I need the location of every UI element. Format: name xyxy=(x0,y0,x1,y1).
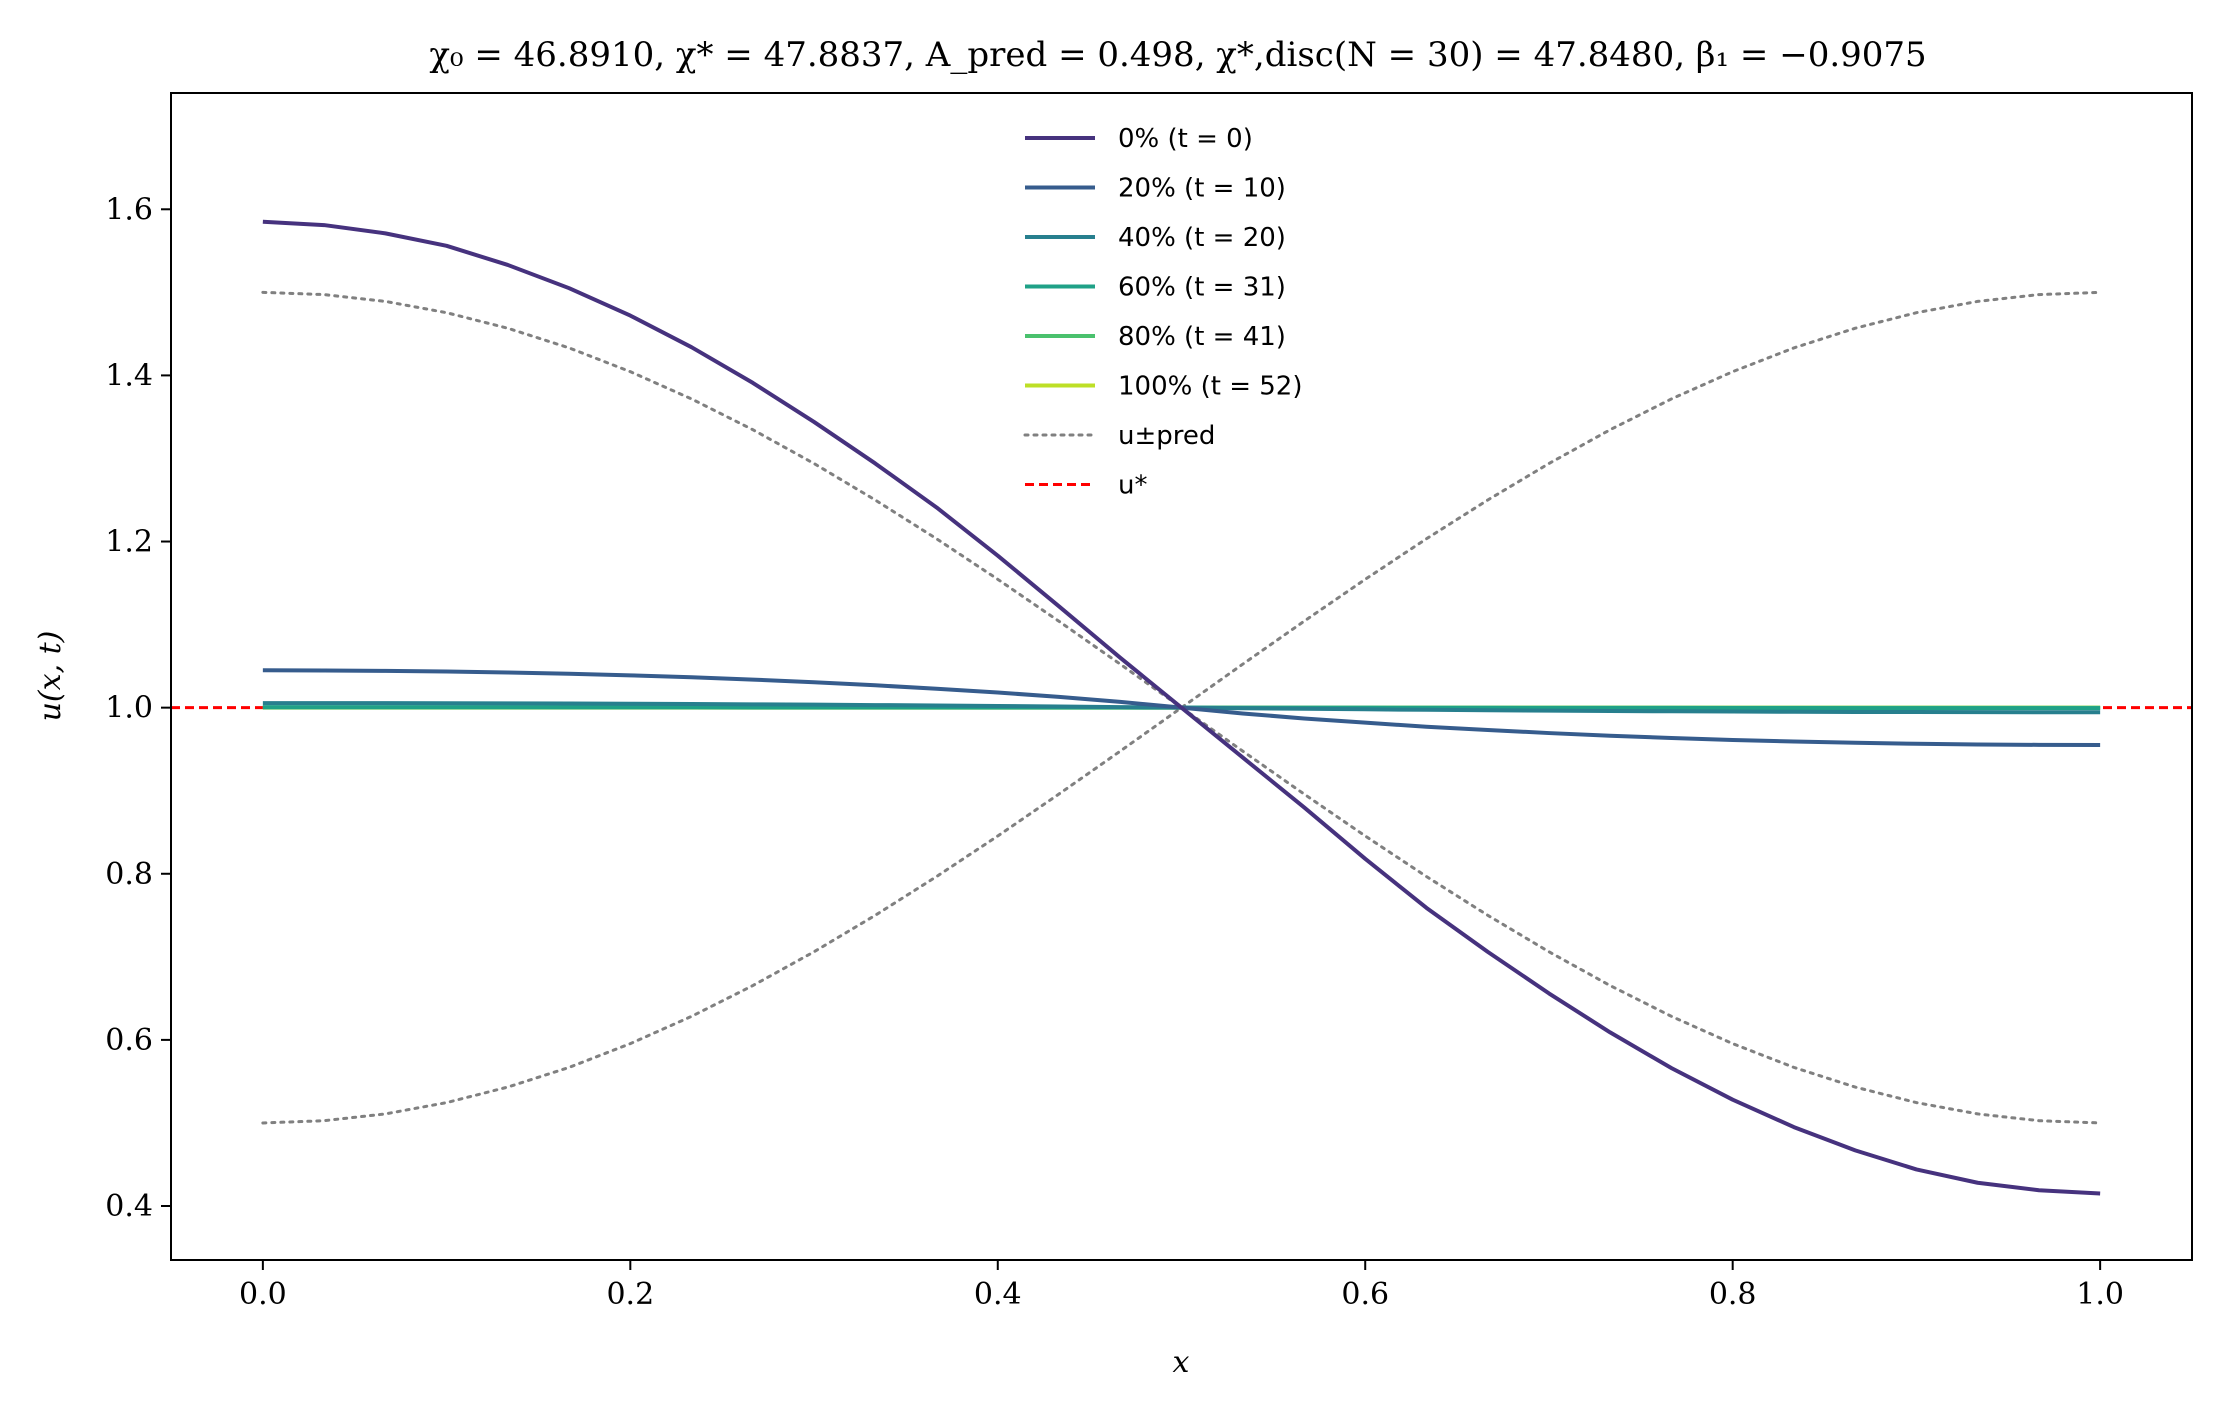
series-line-0 xyxy=(262,219,2101,1196)
legend-label: 80% (t = 41) xyxy=(1118,322,1286,352)
chart-title: χ₀ = 46.8910, χ* = 47.8837, A_pred = 0.4… xyxy=(429,35,1926,75)
y-tick-label: 0.4 xyxy=(105,1189,153,1224)
x-tick-label: 0.4 xyxy=(974,1277,1022,1312)
legend-label: 20% (t = 10) xyxy=(1118,174,1286,204)
y-tick-label: 1.2 xyxy=(105,525,153,560)
x-tick-label: 0.0 xyxy=(239,1277,287,1312)
legend-label: 60% (t = 31) xyxy=(1118,273,1286,303)
legend-label: 0% (t = 0) xyxy=(1118,124,1253,154)
y-tick-label: 1.0 xyxy=(105,691,153,726)
plot-frame xyxy=(170,92,2193,1261)
legend-label: 100% (t = 52) xyxy=(1118,372,1302,402)
y-tick-label: 0.8 xyxy=(105,857,153,892)
x-tick-label: 1.0 xyxy=(2076,1277,2124,1312)
x-tick-label: 0.2 xyxy=(606,1277,654,1312)
legend-label: u±pred xyxy=(1118,421,1215,451)
legend-label: 40% (t = 20) xyxy=(1118,223,1286,253)
legend-label: u* xyxy=(1118,471,1147,501)
y-axis-label: u(x, t) xyxy=(33,631,68,722)
x-tick-label: 0.8 xyxy=(1709,1277,1757,1312)
y-tick-label: 0.6 xyxy=(105,1023,153,1058)
y-tick-label: 1.6 xyxy=(105,192,153,227)
y-tick-label: 1.4 xyxy=(105,358,153,393)
x-tick-label: 0.6 xyxy=(1341,1277,1389,1312)
legend: 0% (t = 0) 20% (t = 10) 40% (t = 20) 60% (t… xyxy=(1023,124,1302,501)
x-axis-label: x xyxy=(1173,1345,1190,1380)
